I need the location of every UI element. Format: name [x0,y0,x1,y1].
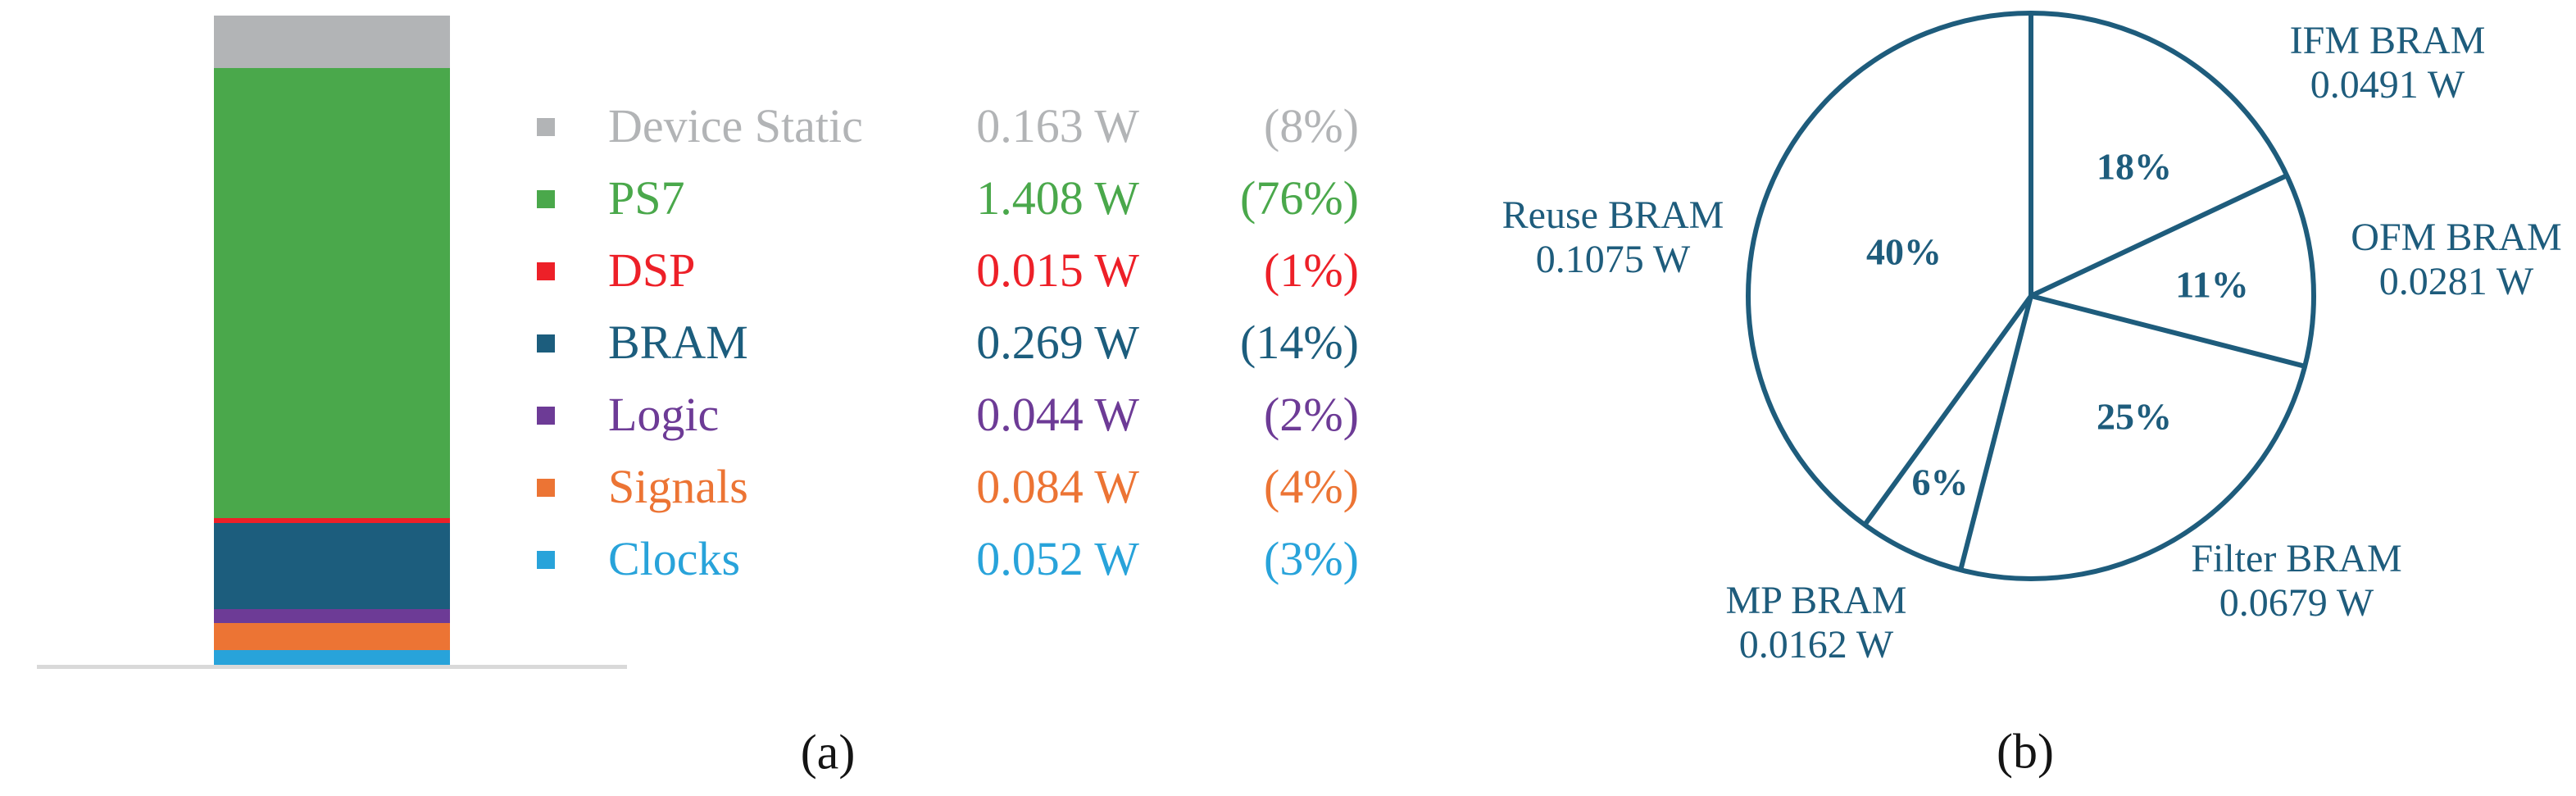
pie-label-value: 0.1075 W [1535,238,1691,281]
legend-row-device-static: Device Static 0.163 W (8%) [537,102,1359,150]
panel-b-caption: (b) [1997,724,2054,779]
bar-segment-ps7 [214,67,450,518]
legend-label: DSP [608,243,696,297]
pie-percent-reuse-bram: 40% [1866,230,1942,273]
pie-percent-ofm-bram: 11% [2175,263,2249,306]
legend-swatch-device-static [537,118,555,136]
legend-percent: (8%) [1264,99,1359,152]
pie-label-name: Filter BRAM [2191,537,2402,580]
legend-swatch-signals [537,479,555,497]
pie-slice-boundary-mp-bram [1958,295,2033,571]
pie-label-ofm-bram: OFM BRAM 0.0281 W [2351,216,2561,304]
pie-label-filter-bram: Filter BRAM 0.0679 W [2191,537,2401,625]
pie-label-ifm-bram: IFM BRAM 0.0491 W [2290,19,2486,107]
legend-value: 0.163 W [976,99,1139,152]
legend-percent: (14%) [1240,316,1359,369]
x-axis-baseline [37,665,627,669]
panel-a-caption: (a) [800,725,856,780]
pie-label-name: Reuse BRAM [1502,193,1724,237]
legend-value: 0.084 W [976,460,1139,513]
legend-value: 0.052 W [976,532,1139,585]
legend-percent: (76%) [1240,171,1359,225]
bar-segment-device-static [214,16,450,68]
legend-row-logic: Logic 0.044 W (2%) [537,391,1359,439]
legend-label: Signals [608,460,748,513]
pie-slice-boundary-filter-bram [2030,293,2306,369]
legend-row-ps7: PS7 1.408 W (76%) [537,175,1359,222]
legend-swatch-clocks [537,551,555,569]
pie-label-value: 0.0162 W [1738,623,1894,666]
legend-label: Clocks [608,532,741,585]
pie-label-value: 0.0679 W [2219,581,2374,625]
bar-segment-logic [214,608,450,623]
bar-segment-bram [214,522,450,609]
legend-percent: (1%) [1264,243,1359,297]
pie-percent-ifm-bram: 18% [2097,145,2172,188]
legend-label: Logic [608,388,720,441]
legend-value: 0.269 W [976,316,1139,369]
legend-value: 1.408 W [976,171,1139,225]
legend-value: 0.015 W [976,243,1139,297]
pie-label-mp-bram: MP BRAM 0.0162 W [1726,579,1907,667]
pie-percent-filter-bram: 25% [2097,395,2172,438]
legend-percent: (3%) [1264,532,1359,585]
bar-segment-clocks [214,649,450,666]
pie-label-reuse-bram: Reuse BRAM 0.1075 W [1502,193,1724,282]
pie-percent-mp-bram: 6% [1911,461,1969,503]
pie-label-name: OFM BRAM [2351,216,2562,259]
pie-label-value: 0.0281 W [2378,260,2534,303]
legend-label: Device Static [608,99,863,152]
pie-slice-boundary-ofm-bram [2029,173,2288,298]
legend-swatch-logic [537,407,555,425]
legend-row-bram: BRAM 0.269 W (14%) [537,319,1359,366]
legend-swatch-bram [537,334,555,353]
legend-swatch-ps7 [537,190,555,208]
pie-label-value: 0.0491 W [2310,63,2465,107]
legend: Device Static 0.163 W (8%) PS7 1.408 W (76%) D… [537,0,1359,623]
legend-row-clocks: Clocks 0.052 W (3%) [537,535,1359,583]
pie-label-name: IFM BRAM [2289,19,2486,62]
pie-label-name: MP BRAM [1725,579,1907,622]
legend-percent: (4%) [1264,460,1359,513]
pie-slice-boundary-reuse-bram [1862,294,2033,526]
pie-chart [1746,11,2316,581]
legend-swatch-dsp [537,262,555,280]
legend-value: 0.044 W [976,388,1139,441]
bar-segment-dsp [214,517,450,523]
legend-label: PS7 [608,171,685,225]
bar-segment-signals [214,622,450,650]
legend-row-dsp: DSP 0.015 W (1%) [537,247,1359,294]
stacked-bar [214,16,450,666]
legend-row-signals: Signals 0.084 W (4%) [537,463,1359,511]
legend-percent: (2%) [1264,388,1359,441]
legend-label: BRAM [608,316,748,369]
